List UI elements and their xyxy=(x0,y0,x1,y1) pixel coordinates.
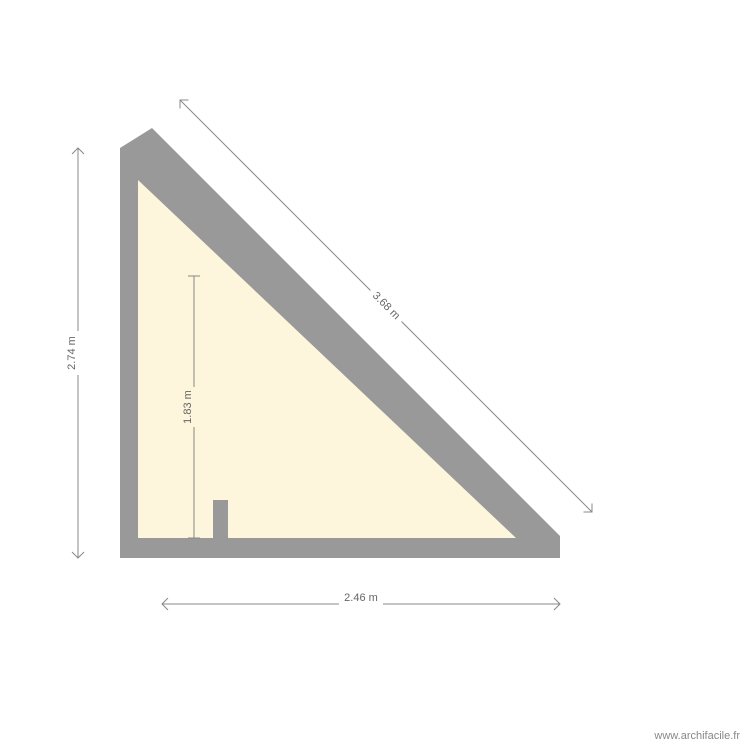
floor-plan-diagram: 1.83 m2.74 m2.46 m3.68 m xyxy=(0,0,750,750)
outer-dimension-label-left: 2.74 m xyxy=(66,336,78,370)
watermark: www.archifacile.fr xyxy=(654,730,740,742)
inner-dimension-label: 1.83 m xyxy=(182,390,194,424)
outer-dimension-label-bottom: 2.46 m xyxy=(344,592,378,604)
